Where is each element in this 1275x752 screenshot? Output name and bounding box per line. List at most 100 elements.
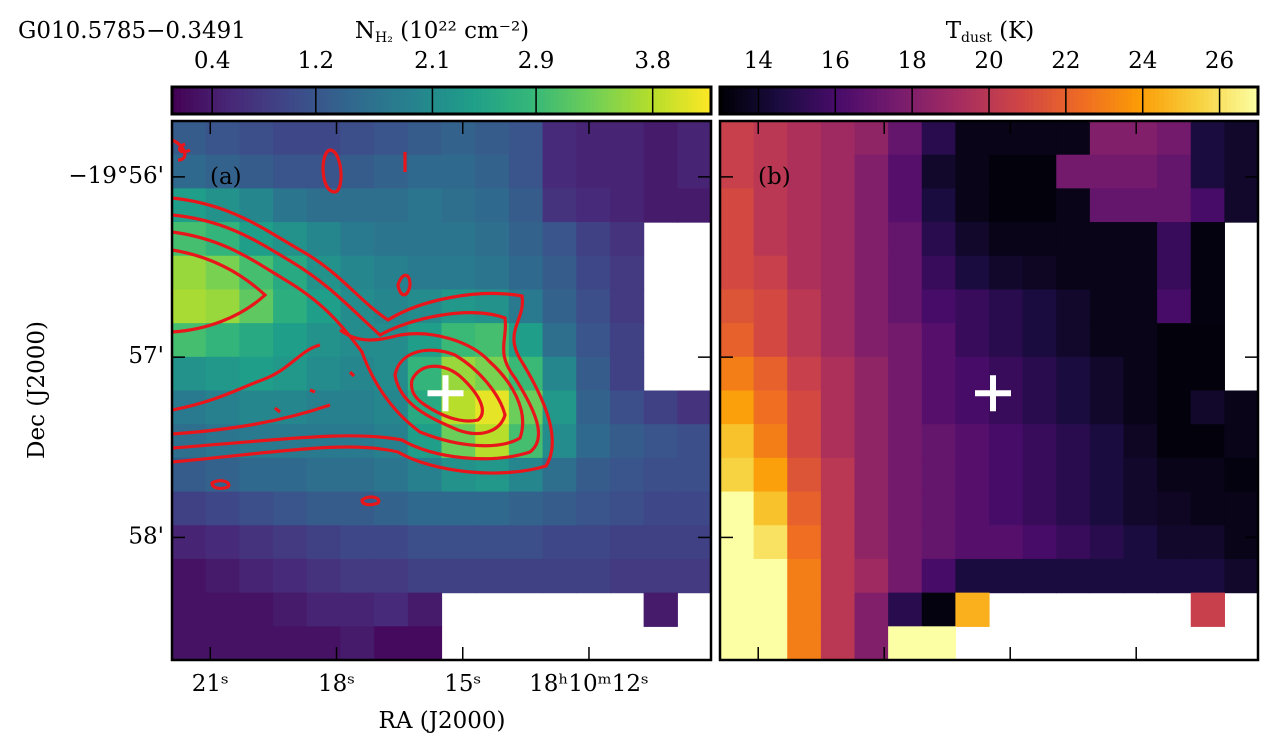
cell xyxy=(643,592,678,627)
cell xyxy=(172,424,207,459)
cell xyxy=(542,323,577,358)
cell xyxy=(1123,356,1158,392)
colorbar-swatch xyxy=(504,87,510,114)
cell xyxy=(820,154,856,189)
colorbar-swatch xyxy=(836,87,842,114)
cell xyxy=(1022,525,1057,560)
cell xyxy=(854,491,889,526)
colorbar-swatch xyxy=(540,87,546,114)
colorbar-swatch xyxy=(405,87,411,114)
cell xyxy=(820,188,856,223)
cell xyxy=(306,356,342,392)
colorbar-tick-label: 16 xyxy=(821,48,850,74)
cell xyxy=(787,222,822,257)
colorbar-swatch xyxy=(347,87,353,114)
cell xyxy=(820,457,856,493)
cell xyxy=(239,626,274,661)
cell xyxy=(753,626,788,661)
cell xyxy=(172,356,207,392)
cell xyxy=(720,154,755,189)
cell xyxy=(609,558,645,594)
cell xyxy=(441,255,476,291)
colorbar-swatch xyxy=(746,87,752,114)
cell xyxy=(643,525,678,560)
cell xyxy=(989,121,1024,156)
colorbar-swatch xyxy=(1119,87,1124,114)
cell xyxy=(643,188,678,223)
cell xyxy=(306,323,342,358)
colorbar-swatch xyxy=(688,87,694,114)
colorbar-swatch xyxy=(603,87,609,114)
colorbar-swatch xyxy=(1231,87,1237,114)
colorbar-swatch xyxy=(198,87,204,114)
colorbar-swatch xyxy=(288,87,294,114)
colorbar-swatch xyxy=(1226,87,1232,114)
cell xyxy=(753,390,788,425)
cell xyxy=(989,457,1024,493)
colorbar-swatch xyxy=(1235,87,1241,114)
colorbar-swatch xyxy=(243,87,249,114)
colorbar-swatch xyxy=(580,87,586,114)
cell xyxy=(239,222,274,257)
colorbar-swatch xyxy=(459,87,465,114)
cell xyxy=(273,154,308,189)
contour xyxy=(172,196,554,475)
cell xyxy=(576,154,611,189)
colorbar-swatch xyxy=(1047,87,1053,114)
cell xyxy=(609,356,645,392)
colorbar-swatch xyxy=(652,87,658,114)
cell xyxy=(1089,323,1125,358)
cell xyxy=(239,592,274,627)
colorbar-label: NH₂ (10²² cm⁻²) xyxy=(355,18,529,46)
colorbar-swatch xyxy=(997,87,1003,114)
cell xyxy=(989,491,1024,526)
cell xyxy=(921,356,956,392)
cell xyxy=(475,491,510,526)
cell xyxy=(609,154,645,189)
cell xyxy=(306,424,342,459)
colorbar-swatch xyxy=(921,87,927,114)
cell xyxy=(955,289,990,324)
cell xyxy=(576,390,611,425)
colorbar-swatch xyxy=(809,87,815,114)
cell xyxy=(1022,457,1057,493)
cell xyxy=(273,491,308,526)
colorbar-swatch xyxy=(805,87,811,114)
cell xyxy=(854,188,889,223)
cell xyxy=(989,424,1024,459)
colorbar-swatch xyxy=(1154,87,1160,114)
cell xyxy=(475,558,510,594)
cell xyxy=(921,289,956,324)
colorbar-swatch xyxy=(517,87,523,114)
colorbar-swatch xyxy=(1123,87,1129,114)
cell xyxy=(921,188,956,223)
cell xyxy=(576,323,611,358)
cell xyxy=(955,222,990,257)
cell xyxy=(1022,356,1057,392)
colorbar-swatch xyxy=(257,87,263,114)
cell xyxy=(1022,289,1057,324)
colorbar-swatch xyxy=(576,87,582,114)
colorbar-tick-label: 20 xyxy=(974,48,1003,74)
cell xyxy=(1123,457,1158,493)
cell xyxy=(989,323,1024,358)
figure-title: G010.5785−0.3491 xyxy=(18,18,246,44)
y-tick-label: 57' xyxy=(128,343,164,369)
cell xyxy=(720,323,755,358)
cell xyxy=(1157,121,1192,156)
colorbar-swatch xyxy=(890,87,896,114)
cell xyxy=(407,121,443,156)
cell xyxy=(273,592,308,627)
colorbar-swatch xyxy=(1136,87,1142,114)
cell xyxy=(854,222,889,257)
cell xyxy=(1123,255,1158,291)
cell xyxy=(888,222,923,257)
cell xyxy=(407,592,443,627)
colorbar-swatch xyxy=(1092,87,1098,114)
cell xyxy=(172,491,207,526)
cell xyxy=(955,154,990,189)
cell xyxy=(1157,154,1192,189)
colorbar-swatch xyxy=(1186,87,1192,114)
cell xyxy=(1123,154,1158,189)
cell xyxy=(576,457,611,493)
